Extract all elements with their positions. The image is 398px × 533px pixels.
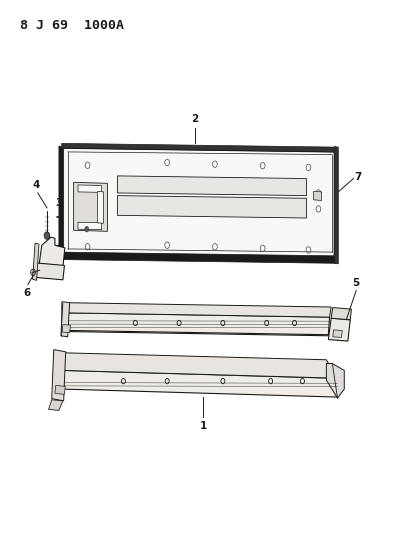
Text: 8 J 69  1000A: 8 J 69 1000A bbox=[20, 19, 124, 31]
Polygon shape bbox=[117, 196, 306, 218]
Polygon shape bbox=[39, 237, 65, 268]
Polygon shape bbox=[78, 185, 101, 192]
Polygon shape bbox=[333, 330, 342, 337]
Polygon shape bbox=[78, 222, 101, 230]
Text: 4: 4 bbox=[33, 180, 40, 190]
Text: 3: 3 bbox=[55, 198, 62, 208]
Polygon shape bbox=[314, 191, 322, 200]
Polygon shape bbox=[52, 350, 66, 401]
Polygon shape bbox=[33, 263, 64, 280]
Text: 6: 6 bbox=[23, 288, 31, 298]
Polygon shape bbox=[63, 370, 340, 397]
Polygon shape bbox=[62, 143, 336, 152]
Text: 2: 2 bbox=[191, 114, 199, 124]
Circle shape bbox=[85, 227, 89, 232]
Polygon shape bbox=[326, 364, 344, 398]
Polygon shape bbox=[49, 400, 63, 410]
Polygon shape bbox=[334, 147, 338, 264]
Polygon shape bbox=[328, 318, 350, 341]
Polygon shape bbox=[61, 302, 70, 337]
Polygon shape bbox=[331, 308, 351, 320]
Text: 5: 5 bbox=[353, 278, 360, 288]
Polygon shape bbox=[55, 385, 65, 394]
Text: 1: 1 bbox=[199, 421, 207, 431]
Polygon shape bbox=[67, 313, 330, 335]
Polygon shape bbox=[64, 353, 330, 378]
Polygon shape bbox=[62, 148, 334, 257]
Polygon shape bbox=[117, 176, 306, 196]
Polygon shape bbox=[62, 325, 70, 333]
Polygon shape bbox=[59, 252, 336, 263]
Polygon shape bbox=[68, 303, 331, 317]
Text: 7: 7 bbox=[354, 172, 362, 182]
Circle shape bbox=[44, 232, 50, 239]
Polygon shape bbox=[74, 182, 107, 231]
Polygon shape bbox=[98, 191, 103, 223]
Polygon shape bbox=[33, 243, 39, 280]
Polygon shape bbox=[59, 146, 64, 257]
